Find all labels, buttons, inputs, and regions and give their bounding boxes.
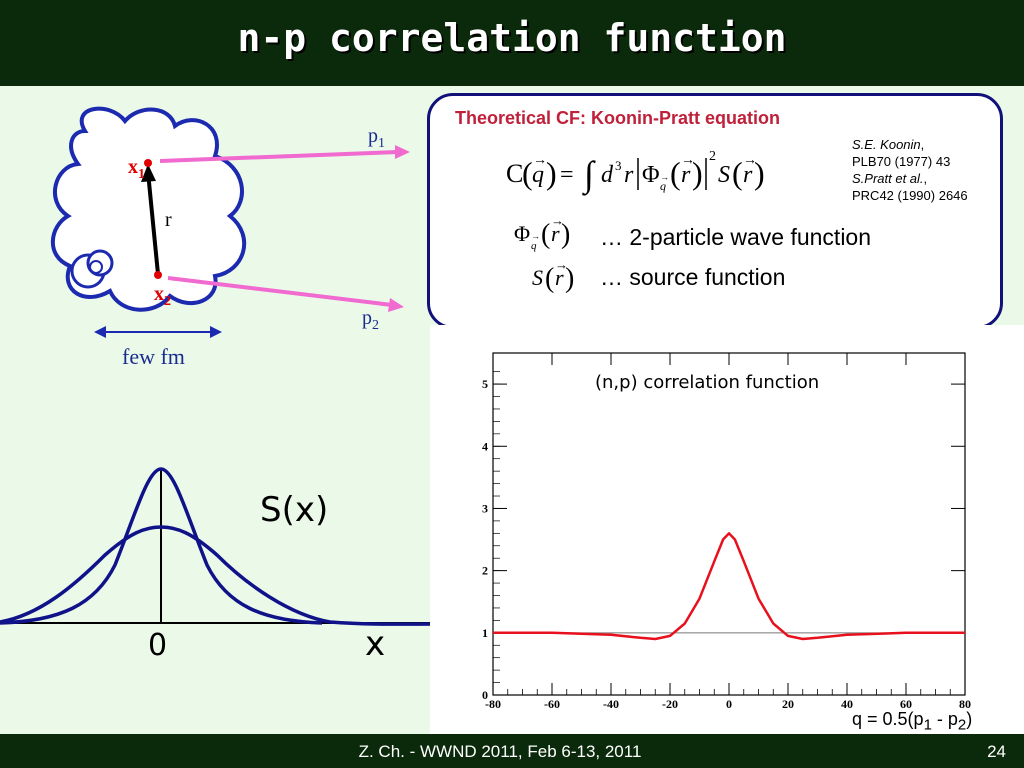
- p2-label: p2: [362, 307, 379, 333]
- small-circle: [89, 260, 103, 274]
- y-tick-label: 4: [482, 439, 488, 453]
- svg-text:→: →: [743, 153, 757, 168]
- source-diagram: x1 x2 r p1 p2: [50, 106, 410, 338]
- svg-text:→: →: [660, 172, 669, 182]
- x2-point: [154, 271, 162, 279]
- svg-text:(: (: [545, 263, 554, 294]
- y-tick-label: 1: [482, 626, 488, 640]
- svg-text:): ): [565, 263, 574, 294]
- x1-label: x1: [128, 156, 145, 182]
- x1-point: [144, 159, 152, 167]
- svg-text:): ): [561, 219, 570, 250]
- footer-bar: [0, 734, 1024, 768]
- svg-text:): ): [692, 155, 703, 191]
- svg-text:→: →: [551, 215, 564, 228]
- p1-label: p1: [368, 125, 385, 151]
- x-tick-label: 0: [726, 697, 732, 711]
- p1-arrow: [159, 150, 399, 163]
- gaussian-sketch: [0, 467, 440, 626]
- q-definition: q = 0.5(p1 - p2): [852, 709, 973, 734]
- x-tick-label: -60: [544, 697, 560, 711]
- plot-background: [430, 325, 1024, 734]
- wide-gaussian: [0, 525, 440, 626]
- svg-text:r: r: [743, 162, 753, 188]
- slide-number: 24: [987, 742, 1006, 761]
- x2-label: x2: [154, 283, 171, 309]
- source-function-description: … source function: [600, 264, 786, 290]
- svg-text:=: =: [560, 162, 574, 188]
- r-vector: [146, 171, 160, 275]
- svg-text:∫: ∫: [582, 154, 596, 196]
- title-bar: [0, 0, 1024, 86]
- svg-text:→: →: [555, 257, 568, 272]
- axis-label: x: [365, 624, 386, 664]
- correlation-plot: -80 -60 -40 -20 0 20 40 60 80 0 1 2 3 4 5: [482, 352, 971, 711]
- svg-text:(: (: [541, 219, 550, 250]
- ref2-author: S.Pratt et al.: [852, 171, 924, 186]
- scale-left-arrowhead: [94, 326, 106, 338]
- svg-text:d: d: [601, 162, 614, 188]
- svg-text:q: q: [531, 240, 537, 252]
- svg-text:r: r: [681, 162, 691, 188]
- plot-title: (n,p) correlation function: [595, 372, 820, 393]
- source-function-symbol: S ( r → ): [532, 257, 574, 294]
- svg-text:q: q: [660, 179, 666, 193]
- svg-text:r: r: [624, 162, 634, 188]
- svg-text:): ): [754, 155, 765, 191]
- correlation-curve: [493, 532, 965, 641]
- origin-label: 0: [148, 628, 168, 663]
- footer-text: Z. Ch. - WWND 2011, Feb 6-13, 2011: [358, 742, 642, 761]
- x-tick-label: -20: [662, 697, 678, 711]
- svg-text:3: 3: [615, 158, 622, 173]
- x-tick-label: -80: [485, 697, 501, 711]
- wave-function-description: … 2-particle wave function: [600, 224, 872, 250]
- source-label: S(x): [260, 490, 329, 530]
- svg-text:r: r: [551, 221, 560, 246]
- svg-text:): ): [546, 155, 557, 191]
- svg-text:→: →: [681, 153, 695, 168]
- p2-arrowhead: [388, 298, 404, 312]
- svg-text:(: (: [732, 155, 743, 191]
- x-tick-label: 60: [900, 697, 912, 711]
- ref1-author: S.E. Koonin: [852, 137, 921, 152]
- svg-text:→: →: [533, 153, 547, 168]
- svg-text:C: C: [506, 159, 523, 188]
- svg-text:→: →: [531, 231, 540, 241]
- scale-label: few fm: [122, 344, 185, 369]
- y-tick-label: 2: [482, 564, 488, 578]
- p1-arrowhead: [395, 145, 410, 159]
- x-tick-label: 20: [782, 697, 794, 711]
- y-tick-label: 5: [482, 377, 488, 391]
- x-tick-label: -40: [603, 697, 619, 711]
- svg-text:S: S: [532, 265, 543, 290]
- svg-text:S: S: [718, 162, 730, 188]
- r-label: r: [165, 209, 172, 231]
- svg-text:q: q: [532, 162, 544, 188]
- x-tick-label: 40: [841, 697, 853, 711]
- koonin-pratt-equation: C ( q → ) = ∫ d 3 r Φ q → ( r → ) 2 S ( …: [506, 149, 765, 196]
- scale-right-arrowhead: [210, 326, 222, 338]
- ref2-cite: PRC42 (1990) 2646: [852, 188, 968, 203]
- svg-text:(: (: [670, 155, 681, 191]
- y-tick-label: 3: [482, 501, 488, 515]
- ref1-cite: PLB70 (1977) 43: [852, 154, 951, 169]
- y-tick-label: 0: [482, 688, 488, 702]
- svg-text:r: r: [555, 265, 564, 290]
- r-arrowhead: [141, 164, 156, 182]
- p2-arrow: [167, 276, 393, 307]
- plot-frame: [492, 352, 966, 696]
- narrow-gaussian: [0, 467, 323, 625]
- svg-text:(: (: [522, 155, 533, 191]
- svg-text:2: 2: [709, 149, 716, 164]
- slide-title: n-p correlation function: [237, 16, 787, 60]
- x-tick-label: 80: [959, 697, 971, 711]
- formula-box-title: Theoretical CF: Koonin-Pratt equation: [455, 108, 781, 128]
- wave-function-symbol: Φ q → ( r → ): [514, 215, 570, 252]
- svg-text:Φ: Φ: [514, 221, 530, 246]
- svg-text:Φ: Φ: [642, 162, 660, 188]
- references: S.E. Koonin, PLB70 (1977) 43 S.Pratt et …: [852, 137, 968, 203]
